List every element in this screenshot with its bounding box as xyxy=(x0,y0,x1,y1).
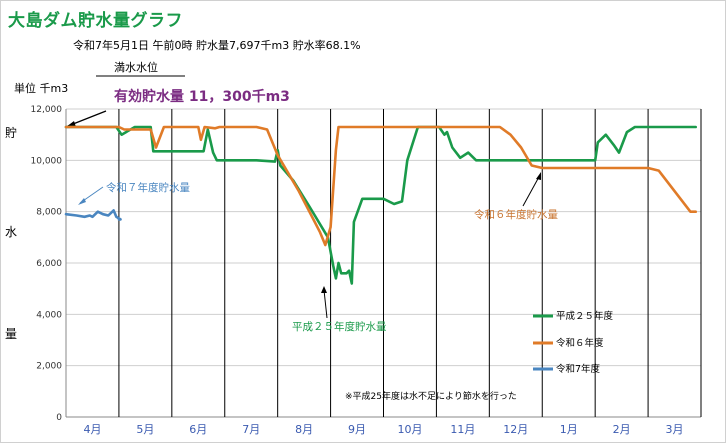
grid xyxy=(65,108,702,418)
y-tick-label: 2,000 xyxy=(36,362,62,372)
legend-label-r6: 令和６年度 xyxy=(556,337,604,349)
annotation-r6: 令和６年度貯水量 xyxy=(474,208,558,221)
legend-label-h25: 平成２５年度 xyxy=(556,310,614,322)
annotation-h25-arrow xyxy=(323,289,328,319)
x-tick-label: 5月 xyxy=(136,423,154,436)
x-tick-label: 3月 xyxy=(666,423,684,436)
series-line-h25 xyxy=(64,125,697,285)
annotation-h25: 平成２５年度貯水量 xyxy=(292,320,387,333)
annotation-r6-arrowhead xyxy=(536,172,541,180)
series-line-r7 xyxy=(64,209,122,221)
ylabel-char-1: 貯 xyxy=(5,126,18,140)
series-lines xyxy=(64,125,697,285)
x-tick-label: 1月 xyxy=(560,423,578,436)
annotation-r7: 令和７年度貯水量 xyxy=(106,181,190,194)
capacity-arrow-head xyxy=(66,121,76,127)
annotation-r7-arrowhead xyxy=(78,198,86,205)
x-labels: 4月 5月 6月 7月 8月 9月 10月 11月 12月 1月 2月 3月 xyxy=(83,423,683,436)
x-tick-label: 11月 xyxy=(450,423,475,436)
y-tick-label: 0 xyxy=(56,413,62,423)
unit-label: 単位 千m3 xyxy=(14,82,69,95)
x-tick-label: 4月 xyxy=(83,423,101,436)
y-tick-label: 10,000 xyxy=(31,156,63,166)
y-tick-label: 4,000 xyxy=(36,310,62,320)
chart-note: ※平成25年度は水不足により節水を行った xyxy=(345,390,517,402)
y-tick-label: 12,000 xyxy=(31,105,63,115)
ylabel-char-2: 水 xyxy=(5,225,18,239)
x-tick-label: 6月 xyxy=(189,423,207,436)
series-line-r6 xyxy=(64,125,697,247)
status-text: 令和7年5月1日 午前0時 貯水量7,697千m3 貯水率68.1% xyxy=(73,39,361,52)
y-tick-label: 8,000 xyxy=(36,208,62,218)
x-tick-label: 7月 xyxy=(242,423,260,436)
capacity-label: 満水水位 xyxy=(114,61,158,74)
ylabel-char-3: 量 xyxy=(5,327,18,341)
x-tick-label: 10月 xyxy=(397,423,422,436)
chart-title: 大島ダム貯水量グラフ xyxy=(8,11,183,31)
annotation-h25-arrowhead xyxy=(321,286,327,293)
legend-label-r7: 令和7年度 xyxy=(556,363,601,375)
x-tick-label: 9月 xyxy=(348,423,366,436)
x-tick-label: 8月 xyxy=(295,423,313,436)
effective-capacity-label: 有効貯水量 11，300千m3 xyxy=(114,89,290,105)
annotation-r6-arrow xyxy=(522,174,541,207)
legend: 平成２５年度 令和６年度 令和7年度 xyxy=(533,310,614,375)
y-ticks: 0 2,000 4,000 6,000 8,000 10,000 12,000 xyxy=(31,105,63,423)
x-tick-label: 12月 xyxy=(503,423,528,436)
x-tick-label: 2月 xyxy=(613,423,631,436)
y-tick-label: 6,000 xyxy=(36,259,62,269)
